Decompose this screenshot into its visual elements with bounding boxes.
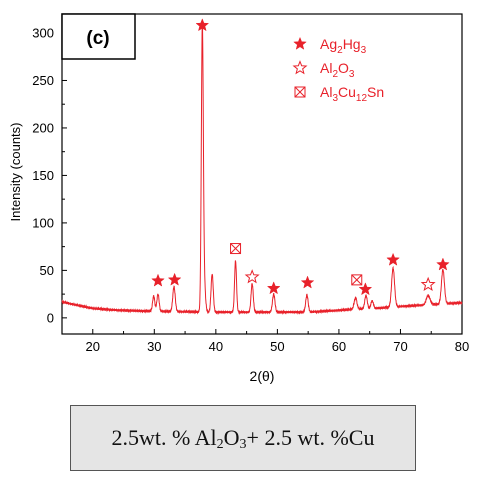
- peak-marker-ag2hg3: [195, 18, 210, 32]
- y-tick-label: 300: [32, 25, 54, 40]
- peak-marker-ag2hg3: [358, 282, 373, 296]
- panel-label-box: (c): [61, 13, 136, 60]
- legend: Ag2Hg3 Al2O3 Al3Cu12Sn: [292, 36, 384, 104]
- x-tick-label: 40: [209, 339, 223, 354]
- peak-marker-ag2hg3: [436, 257, 450, 271]
- caption-text: 2.5wt. % Al2O3+ 2.5 wt. %Cu: [111, 425, 375, 452]
- x-tick-label: 50: [270, 339, 284, 354]
- xrd-chart: 20 30 40 50 60 70 80 0 50 100 150 200 250 300 (c) Ag…: [8, 13, 470, 384]
- x-tick-label: 30: [147, 339, 161, 354]
- x-tick-label: 20: [86, 339, 100, 354]
- plot-frame: [61, 13, 463, 335]
- x-axis: 20 30 40 50 60 70 80: [61, 329, 469, 354]
- peak-marker-al3cu12sn: [351, 274, 363, 286]
- x-axis-label: 2(θ): [250, 368, 275, 384]
- peak-marker-ag2hg3: [386, 252, 400, 266]
- y-tick-label: 150: [32, 168, 54, 183]
- x-tick-label: 60: [332, 339, 346, 354]
- y-tick-label: 250: [32, 73, 54, 88]
- boxed-x-icon: [294, 86, 306, 98]
- x-tick-label: 80: [455, 339, 469, 354]
- x-tick-label: 70: [393, 339, 407, 354]
- y-tick-label: 200: [32, 120, 54, 135]
- peak-marker-al3cu12sn: [230, 243, 242, 255]
- caption-box: 2.5wt. % Al2O3+ 2.5 wt. %Cu: [70, 405, 416, 471]
- xrd-pattern-line: [61, 23, 463, 316]
- legend-label: Al3Cu12Sn: [320, 84, 384, 104]
- y-axis: 0 50 100 150 200 250 300: [32, 25, 67, 325]
- y-tick-label: 0: [47, 310, 54, 325]
- peak-marker-ag2hg3: [300, 275, 315, 289]
- y-tick-label: 50: [40, 263, 54, 278]
- peak-marker-ag2hg3: [266, 281, 281, 295]
- peak-marker-ag2hg3: [151, 273, 165, 287]
- peak-marker-al2o3: [420, 276, 436, 291]
- filled-star-icon: [293, 36, 307, 50]
- open-star-icon: [292, 60, 308, 75]
- legend-label: Ag2Hg3: [320, 36, 367, 56]
- y-tick-label: 100: [32, 215, 54, 230]
- peak-marker-ag2hg3: [167, 272, 182, 286]
- peak-markers: [151, 18, 450, 296]
- peak-marker-al2o3: [244, 269, 260, 284]
- panel-label: (c): [86, 28, 109, 49]
- legend-label: Al2O3: [320, 60, 355, 80]
- y-axis-label: Intensity (counts): [8, 123, 23, 222]
- plot-border: [61, 13, 463, 335]
